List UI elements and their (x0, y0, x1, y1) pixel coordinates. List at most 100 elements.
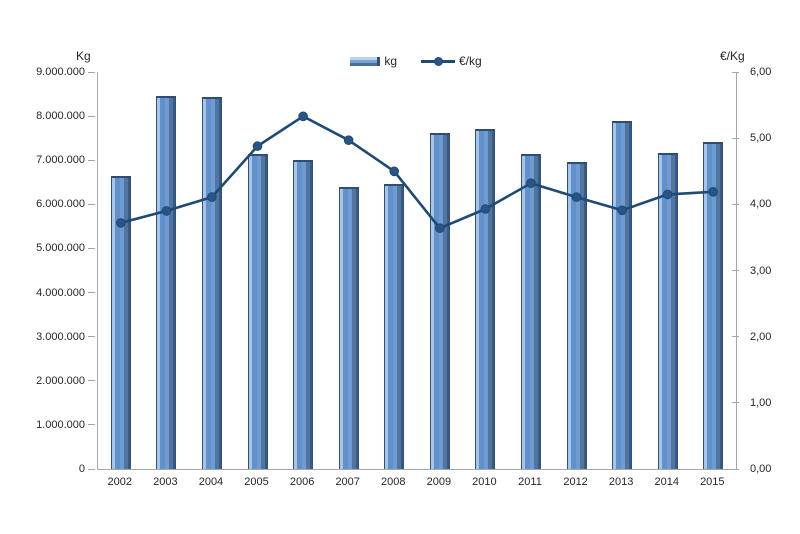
y-tick-left: 1.000.000 (18, 418, 97, 432)
y-tick-left: 7.000.000 (18, 153, 97, 167)
x-axis-label-2008: 2008 (381, 476, 406, 488)
bar-2010 (475, 129, 496, 469)
x-axis-label-2005: 2005 (244, 476, 269, 488)
line-marker-2012 (571, 192, 582, 202)
line-marker-2008 (389, 166, 400, 177)
line-marker-2003 (161, 206, 172, 216)
bar-2012 (566, 161, 587, 469)
bar-2003 (156, 96, 177, 469)
right-axis-title: €/Kg (720, 49, 745, 63)
tick-mark (88, 424, 95, 426)
bar-2002 (110, 175, 131, 469)
x-axis-label-2007: 2007 (335, 476, 360, 488)
legend-label-kg: kg (384, 54, 397, 68)
y-tick-right: 3,00 (732, 264, 795, 278)
x-axis-label-2012: 2012 (563, 476, 588, 488)
tick-mark (88, 336, 95, 338)
line-marker-2011 (526, 178, 536, 188)
tick-mark (88, 247, 95, 249)
line-marker-swatch-icon (434, 56, 443, 66)
bar-slot-2008 (371, 72, 417, 469)
bar-2015 (703, 141, 724, 469)
line-series-swatch-icon (421, 56, 455, 66)
right-axis-tick-labels: 0,00 1,00 2,00 3,00 4,00 5,00 6,00 (732, 66, 795, 475)
y-tick-left: 9.000.000 (18, 65, 97, 79)
bar-slot-2014 (645, 72, 691, 469)
line-marker-2013 (617, 205, 627, 216)
tick-mark (88, 203, 95, 205)
y-tick-left: 4.000.000 (18, 286, 97, 300)
tick-mark (88, 159, 95, 161)
left-axis-title: Kg (76, 49, 91, 63)
line-marker-2006 (298, 111, 308, 122)
tick-mark (88, 115, 95, 117)
plot-area (97, 72, 737, 470)
line-marker-2009 (435, 223, 445, 233)
y-tick-right: 2,00 (732, 330, 795, 344)
y-tick-left: 0 (18, 462, 97, 476)
x-axis-label-2015: 2015 (700, 476, 725, 488)
legend-item-eur-per-kg: €/kg (421, 54, 482, 68)
x-axis-labels: 2002 2003 2004 2005 2006 2007 2008 2009 2010 2011… (97, 476, 735, 488)
x-axis-label-2003: 2003 (153, 476, 178, 488)
tick-mark (732, 71, 739, 73)
bar-series-swatch-icon (350, 56, 381, 66)
x-axis-label-2004: 2004 (198, 476, 224, 488)
line-marker-2004 (207, 192, 217, 202)
y-tick-right: 1,00 (732, 396, 795, 410)
line-marker-2007 (343, 135, 354, 145)
y-tick-left: 6.000.000 (18, 197, 97, 211)
line-marker-2010 (480, 204, 491, 214)
tick-mark (732, 137, 739, 139)
x-axis-label-2013: 2013 (608, 476, 634, 488)
price-line (119, 114, 715, 230)
tick-mark (732, 270, 739, 271)
bar-2011 (520, 153, 541, 469)
y-tick-left: 8.000.000 (18, 109, 97, 123)
bar-series (98, 72, 736, 469)
bar-slot-2009 (417, 72, 463, 469)
x-axis-label-2009: 2009 (426, 476, 452, 488)
tick-mark (732, 402, 739, 404)
line-marker-2002 (116, 218, 126, 228)
x-axis-label-2002: 2002 (107, 476, 133, 488)
y-tick-right: 6,00 (732, 65, 795, 79)
left-axis-tick-labels: 0 1.000.000 2.000.000 3.000.000 4.000.000 5.0… (18, 66, 97, 475)
x-axis-label-2010: 2010 (472, 476, 497, 488)
legend: kg €/kg (97, 52, 735, 70)
line-marker-2005 (252, 141, 263, 151)
line-marker-2015 (708, 187, 719, 197)
tick-mark (732, 203, 739, 205)
bar-slot-2012 (554, 72, 600, 469)
bar-slot-2005 (235, 72, 281, 469)
line-series (116, 111, 719, 233)
y-tick-left: 3.000.000 (18, 330, 97, 344)
bar-slot-2015 (691, 72, 737, 469)
tick-mark (88, 292, 95, 294)
y-tick-left: 2.000.000 (18, 374, 97, 388)
tick-mark (732, 336, 739, 338)
bar-2008 (384, 184, 405, 469)
bar-slot-2006 (280, 72, 326, 469)
x-axis-label-2014: 2014 (654, 476, 679, 488)
bar-2006 (293, 160, 314, 469)
y-tick-right: 4,00 (732, 197, 795, 211)
bar-slot-2002 (98, 72, 144, 469)
y-tick-right: 0,00 (732, 462, 795, 476)
bar-slot-2007 (326, 72, 372, 469)
bar-2009 (429, 132, 450, 469)
bar-slot-2010 (463, 72, 509, 469)
bar-2014 (657, 152, 678, 469)
legend-item-kg: kg (350, 54, 397, 68)
y-tick-left: 5.000.000 (18, 241, 97, 255)
tick-mark (88, 380, 95, 382)
bar-2007 (338, 186, 359, 469)
y-tick-right: 5,00 (732, 131, 795, 145)
x-axis-label-2006: 2006 (289, 476, 315, 488)
line-marker-2014 (662, 189, 673, 200)
bar-2005 (247, 153, 268, 469)
tick-mark (88, 71, 95, 73)
bar-slot-2003 (144, 72, 190, 469)
bar-slot-2011 (508, 72, 554, 469)
